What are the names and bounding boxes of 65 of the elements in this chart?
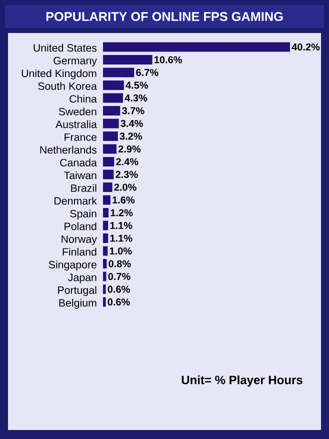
- bar: [103, 68, 134, 78]
- y-tick-label: Japan: [68, 274, 96, 284]
- bar: [103, 42, 290, 52]
- y-tick-label: China: [70, 94, 97, 103]
- y-tick-label: Canada: [60, 158, 97, 166]
- data-label: 0.7%: [108, 272, 130, 280]
- y-tick-label: Norway: [62, 235, 97, 246]
- chart-title: POPULARITY OF ONLINE FPS GAMING: [46, 12, 283, 21]
- data-label: 1.1%: [110, 222, 132, 230]
- bar: [103, 144, 116, 154]
- y-tick-label: South Korea: [38, 82, 97, 90]
- y-tick-label: United States: [34, 44, 97, 52]
- bar: [103, 284, 106, 294]
- bar: [103, 272, 106, 282]
- y-tick-label: United Kingdom: [22, 69, 96, 80]
- bar: [103, 233, 108, 243]
- bar: [103, 246, 108, 256]
- bar: [103, 220, 108, 230]
- bar: [103, 195, 110, 205]
- data-label: 4.3%: [124, 94, 148, 102]
- data-label: 2.0%: [114, 184, 136, 191]
- bar: [103, 118, 119, 128]
- y-tick-label: Netherlands: [40, 146, 97, 154]
- y-tick-label: France: [64, 133, 96, 141]
- data-label: 3.4%: [120, 120, 143, 128]
- data-label: 2.9%: [118, 145, 141, 153]
- y-tick-label: Singapore: [48, 260, 96, 271]
- data-label: 0.6%: [108, 298, 130, 306]
- y-tick-label: Finland: [62, 248, 96, 256]
- text: Unit= % Player Hours: [182, 375, 302, 387]
- data-label: 10.6%: [154, 56, 182, 64]
- y-tick-label: Belgium: [59, 298, 96, 309]
- data-label: 0.6%: [108, 286, 130, 293]
- bar: [103, 208, 109, 218]
- data-label: 2.3%: [116, 170, 138, 178]
- data-label: 1.1%: [110, 234, 132, 242]
- y-tick-label: Spain: [70, 210, 96, 220]
- data-label: 4.5%: [126, 82, 148, 89]
- data-label: 40.2%: [292, 43, 320, 51]
- data-label: 3.2%: [120, 132, 142, 140]
- y-tick-label: Sweden: [58, 108, 96, 116]
- bar: [103, 258, 107, 268]
- bar: [103, 93, 123, 103]
- bar: [103, 182, 112, 192]
- data-label: 0.8%: [108, 260, 131, 268]
- bar: [103, 131, 118, 141]
- y-tick-label: Australia: [55, 120, 97, 128]
- data-label: 1.6%: [112, 196, 135, 204]
- y-tick-label: Germany: [54, 56, 97, 67]
- data-label: 3.7%: [122, 107, 144, 114]
- data-label: 2.4%: [116, 158, 138, 166]
- y-tick-label: Brazil: [71, 184, 96, 192]
- data-label: 1.2%: [110, 209, 133, 216]
- bar: [103, 156, 114, 166]
- data-label: 6.7%: [136, 68, 158, 76]
- y-tick-label: Taiwan: [64, 171, 96, 180]
- bar: [103, 297, 106, 307]
- bar: [103, 80, 124, 90]
- y-tick-label: Poland: [64, 222, 96, 230]
- data-label: 1.0%: [110, 247, 132, 255]
- bar: [103, 106, 120, 116]
- bar: [103, 170, 114, 180]
- y-tick-label: Portugal: [58, 286, 96, 296]
- y-tick-label: Denmark: [54, 196, 97, 205]
- bar: [103, 54, 152, 64]
